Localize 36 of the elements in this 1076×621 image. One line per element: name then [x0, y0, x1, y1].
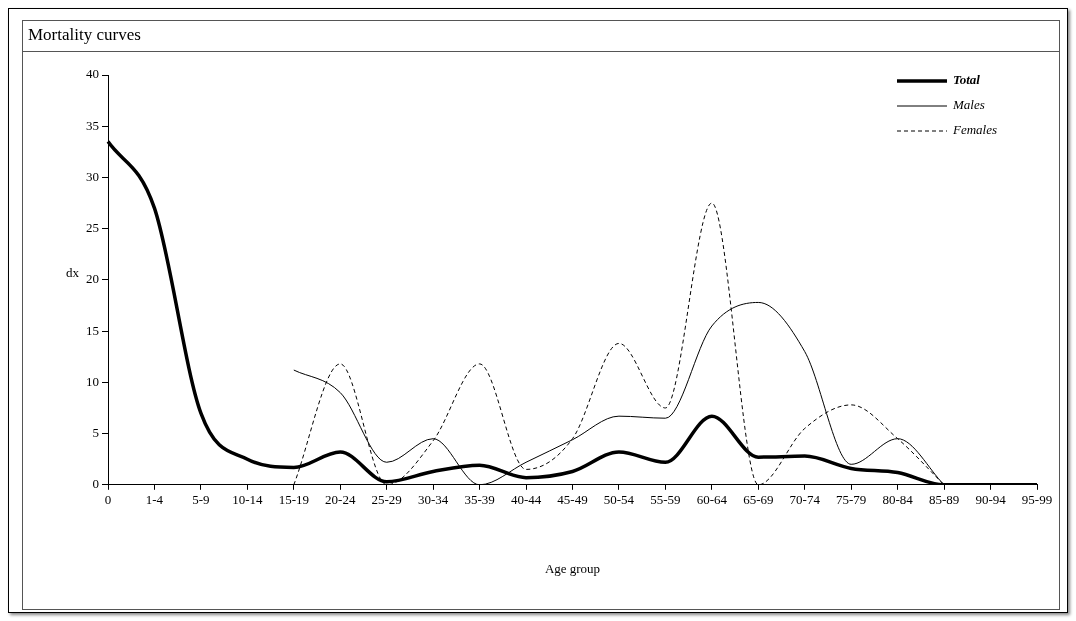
x-tick-label: 90-94 — [975, 492, 1007, 508]
x-tick-label: 55-59 — [650, 492, 681, 508]
legend-label: Males — [952, 97, 985, 113]
x-tick-label: 50-54 — [603, 492, 635, 508]
x-tick-label: 40-44 — [510, 492, 542, 508]
x-tick-label: 1-4 — [145, 492, 164, 508]
x-tick-label: 10-14 — [232, 492, 264, 508]
x-tick-label: 80-84 — [882, 492, 914, 508]
y-tick-label: 0 — [92, 476, 99, 492]
legend-label: Females — [952, 122, 998, 138]
y-axis-title: dx — [66, 264, 80, 280]
x-axis-title: Age group — [544, 560, 601, 576]
y-tick-label: 40 — [86, 66, 99, 82]
y-tick-label: 20 — [86, 271, 99, 287]
x-tick-label: 30-34 — [417, 492, 449, 508]
y-tick-label: 35 — [86, 117, 99, 133]
x-tick-label: 45-49 — [557, 492, 588, 508]
y-tick-label: 15 — [86, 322, 99, 338]
chart-title: Mortality curves — [28, 25, 141, 45]
x-tick-label: 70-74 — [789, 492, 821, 508]
x-tick-label: 35-39 — [464, 492, 495, 508]
y-tick-label: 30 — [86, 168, 99, 184]
x-tick-label: 15-19 — [278, 492, 309, 508]
x-tick-label: 20-24 — [325, 492, 356, 508]
x-tick-label: 95-99 — [1021, 492, 1053, 508]
y-tick-label: 10 — [86, 373, 99, 389]
legend-label: Total — [953, 72, 981, 88]
y-tick-label: 25 — [86, 220, 99, 236]
y-tick-label: 5 — [92, 425, 99, 440]
x-tick-label: 25-29 — [371, 492, 402, 508]
x-tick-label: 75-79 — [836, 492, 867, 508]
x-tick-label: 5-9 — [192, 492, 210, 508]
x-tick-label: 85-89 — [928, 492, 960, 508]
x-tick-label: 65-69 — [743, 492, 774, 508]
x-tick-label: 0 — [104, 492, 112, 508]
x-tick-label: 60-64 — [696, 492, 728, 508]
